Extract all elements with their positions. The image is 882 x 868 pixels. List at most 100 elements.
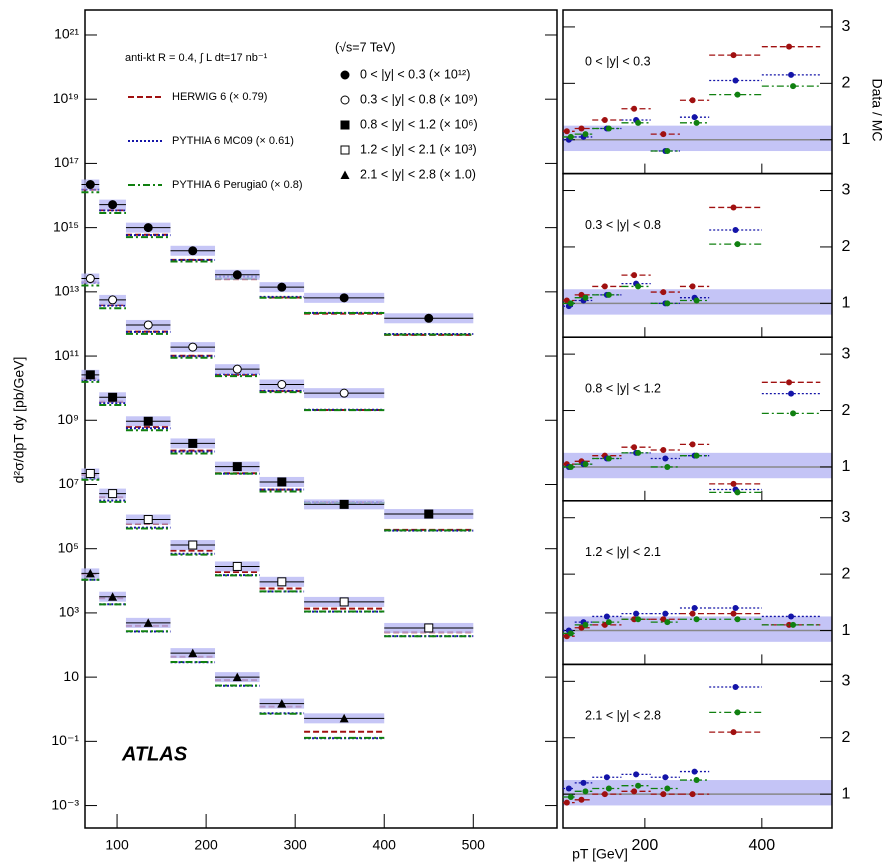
data-point (232, 672, 242, 682)
ratio-point (788, 390, 795, 397)
ratio-point (693, 297, 700, 304)
y-tick-label: 10¹⁹ (53, 90, 79, 106)
ratio-point (786, 43, 793, 50)
energy-label: (√s=7 TeV) (335, 40, 395, 54)
y-tick-label: 10⁷ (58, 475, 79, 491)
ratio-point (662, 455, 669, 462)
ratio-point (691, 114, 698, 121)
y-tick-label: 2 (842, 729, 851, 746)
data-point (143, 320, 153, 330)
ratio-point (689, 283, 696, 290)
ratio-point (693, 616, 700, 623)
ratio-point (633, 610, 640, 617)
ratio-point (662, 610, 669, 617)
y-tick-label: 2 (842, 75, 851, 92)
panel-label: 0.3 < |y| < 0.8 (585, 218, 661, 232)
data-point (85, 274, 95, 284)
ratio-point (578, 125, 585, 132)
ratio-point (734, 91, 741, 98)
ratio-point (734, 489, 741, 496)
ratio-point (601, 791, 608, 798)
data-point (339, 293, 349, 303)
ratio-point (786, 379, 793, 386)
ratio-point (582, 294, 589, 301)
legend-marker (340, 120, 350, 130)
y-tick-label: 10³ (59, 604, 80, 620)
x-tick-label: 100 (105, 837, 129, 853)
data-point (339, 499, 349, 509)
experiment-label: ATLAS (121, 743, 188, 765)
ratio-point (567, 133, 574, 140)
data-point (143, 416, 153, 426)
ratio-point (635, 449, 642, 456)
ratio-point (691, 604, 698, 611)
y-tick-label: 2 (842, 402, 851, 419)
ratio-point (664, 148, 671, 155)
panel-label: 0.8 < |y| < 1.2 (585, 381, 661, 395)
y-tick-label: 10¹⁷ (54, 154, 79, 170)
data-point (232, 270, 242, 280)
y-tick-label: 1 (842, 458, 851, 475)
ratio-point (605, 291, 612, 298)
ratio-point (788, 613, 795, 620)
data-point (277, 699, 287, 708)
panel-label: 1.2 < |y| < 2.1 (585, 545, 661, 559)
legend-marker (340, 70, 350, 80)
data-point (339, 713, 349, 723)
ratio-point (730, 480, 737, 487)
ratio-point (689, 791, 696, 798)
ratio-point (603, 774, 610, 781)
ratio-point (660, 791, 667, 798)
ratio-point (732, 683, 739, 690)
legend-label: 0 < |y| < 0.3 (× 10¹²) (360, 67, 470, 81)
ratio-point (582, 461, 589, 468)
ratio-point (605, 619, 612, 626)
ratio-point (563, 128, 570, 135)
data-point (277, 477, 287, 487)
data-point (188, 648, 198, 658)
legend-marker (340, 170, 350, 179)
data-point (143, 223, 153, 233)
legend-marker (340, 95, 350, 105)
panel-label: 2.1 < |y| < 2.8 (585, 709, 661, 723)
data-point (424, 509, 434, 519)
ratio-point (730, 52, 737, 59)
legend-label: HERWIG 6 (× 0.79) (172, 91, 267, 103)
ratio-point (582, 788, 589, 795)
y-tick-label: 10¹⁵ (53, 218, 79, 234)
x-tick-label: 200 (194, 837, 218, 853)
ratio-point (734, 616, 741, 623)
x-tick-label: 500 (462, 837, 486, 853)
x-tick-label: 400 (373, 837, 397, 853)
data-point (108, 295, 118, 305)
data-point (85, 468, 95, 478)
data-point (232, 462, 242, 472)
data-point (188, 540, 198, 550)
y-tick-label: 3 (842, 345, 851, 362)
ratio-point (689, 97, 696, 104)
data-point (277, 282, 287, 292)
ratio-point (631, 105, 638, 112)
ratio-point (790, 83, 797, 90)
ratio-point (691, 768, 698, 775)
y-axis-label: d²σ/dpT dy [pb/GeV] (11, 357, 27, 484)
ratio-point (660, 289, 667, 296)
y-tick-label: 10 (63, 668, 79, 684)
data-point (143, 618, 153, 627)
y-tick-label: 3 (842, 509, 851, 526)
ratio-point (631, 444, 638, 451)
data-point (85, 568, 95, 578)
y-tick-label: 1 (842, 295, 851, 312)
y-tick-label: 10¹³ (54, 283, 79, 299)
data-point (108, 392, 118, 402)
x-tick-label: 200 (632, 837, 659, 854)
legend-label: 2.1 < |y| < 2.8 (× 1.0) (360, 167, 476, 181)
y-tick-label: 1 (842, 785, 851, 802)
ratio-point (567, 300, 574, 307)
ratio-point (567, 630, 574, 637)
data-point (188, 342, 198, 352)
ratio-point (605, 785, 612, 792)
ratio-point (605, 455, 612, 462)
ratio-point (664, 785, 671, 792)
y-tick-label: 3 (842, 673, 851, 690)
